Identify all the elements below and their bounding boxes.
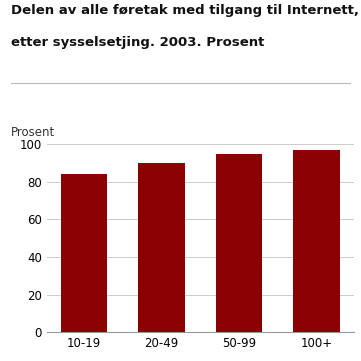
Bar <box>216 154 262 332</box>
Bar <box>293 150 340 332</box>
Text: Prosent: Prosent <box>11 126 55 139</box>
Bar <box>138 163 185 332</box>
Text: Delen av alle føretak med tilgang til Internett, fordelt: Delen av alle føretak med tilgang til In… <box>11 4 361 17</box>
Bar <box>61 174 107 332</box>
Text: etter sysselsetjing. 2003. Prosent: etter sysselsetjing. 2003. Prosent <box>11 36 264 49</box>
